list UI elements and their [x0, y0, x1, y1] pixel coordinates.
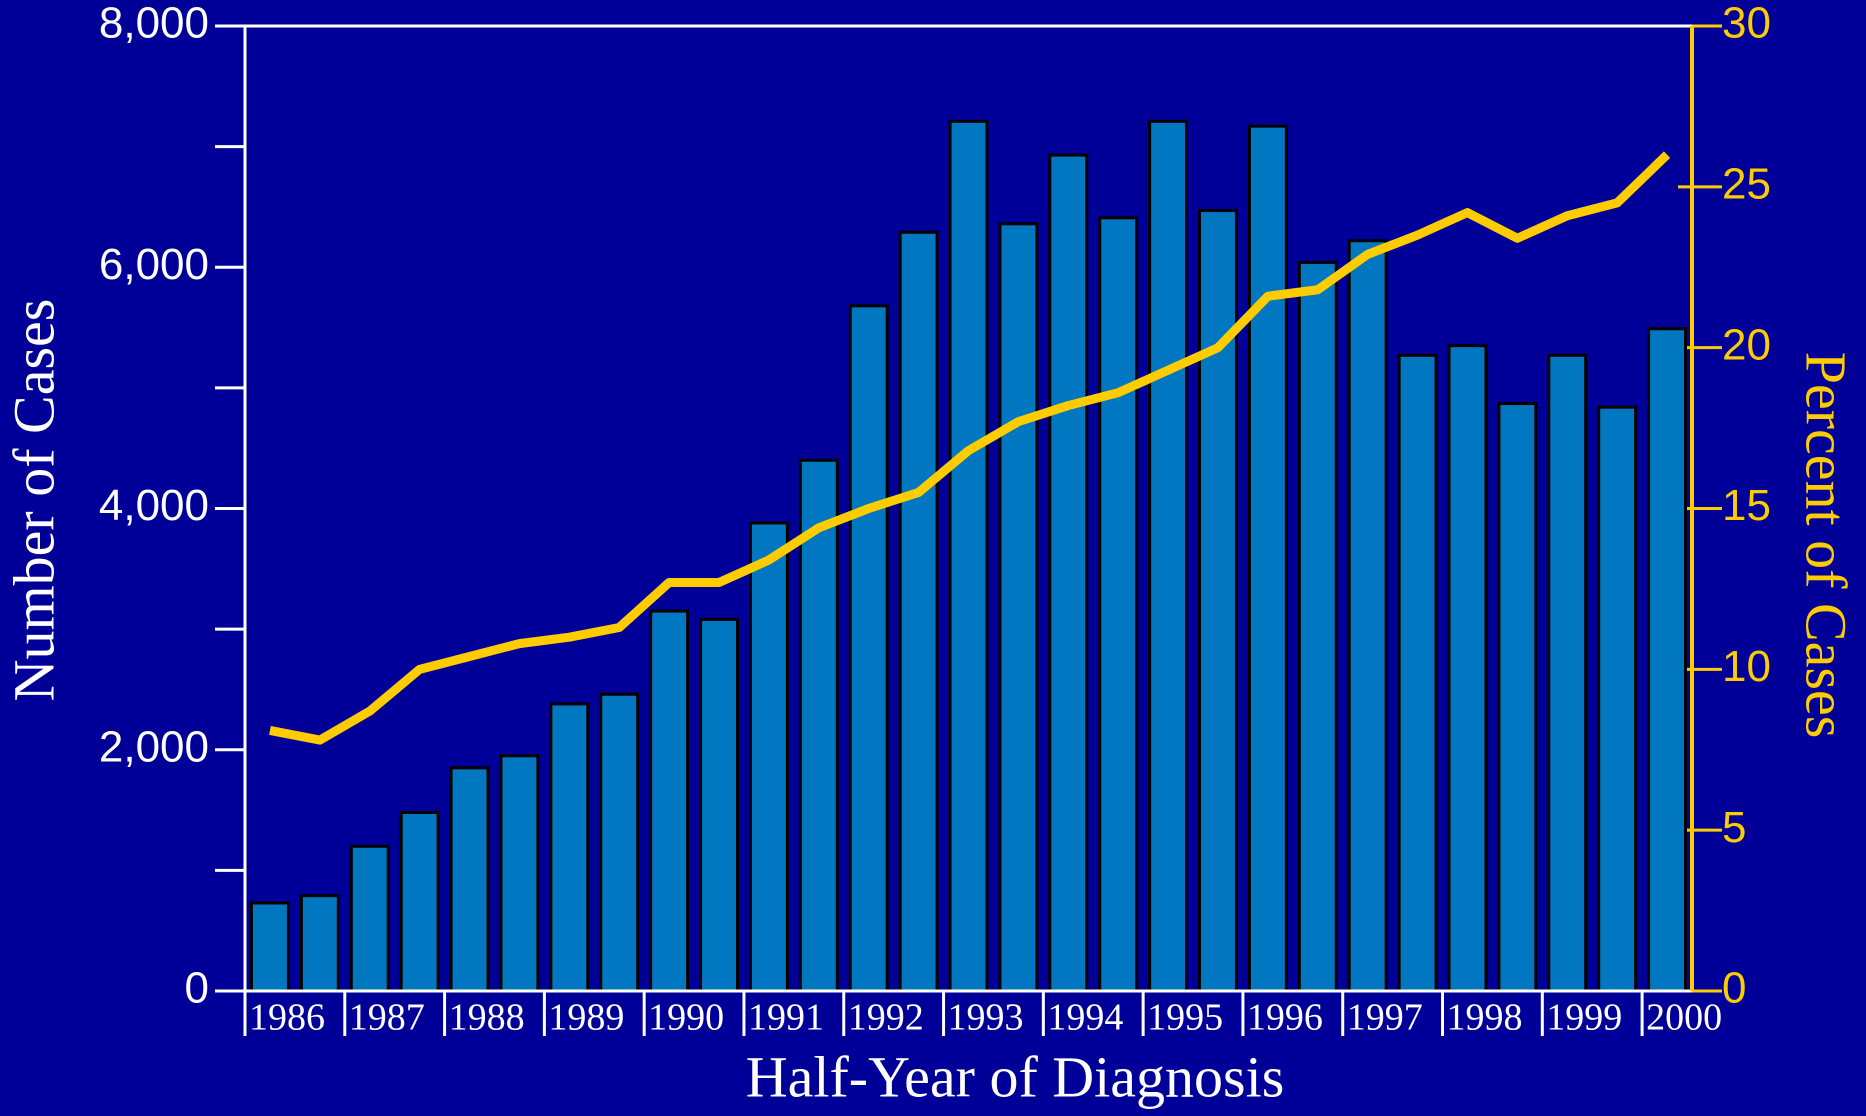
bar — [1347, 239, 1388, 993]
bar — [1148, 119, 1189, 993]
y-tick-label: 4,000 — [99, 481, 209, 530]
bar — [599, 692, 640, 993]
y2-tick-label: 25 — [1722, 159, 1771, 208]
bar — [1547, 353, 1588, 993]
y2-tick-label: 15 — [1722, 481, 1771, 530]
bar — [399, 810, 440, 993]
x-tick-label: 2000 — [1646, 997, 1722, 1039]
bar — [1647, 327, 1688, 993]
x-tick-label: 1994 — [1047, 997, 1123, 1039]
bar — [1198, 209, 1238, 993]
bar — [1297, 260, 1338, 993]
bar — [1497, 402, 1538, 993]
bar — [1397, 353, 1438, 993]
x-tick-label: 1991 — [748, 997, 824, 1039]
bar — [898, 230, 939, 993]
y2-tick-label: 10 — [1722, 642, 1771, 691]
bar — [848, 304, 889, 993]
bar — [649, 609, 690, 993]
bar — [1597, 405, 1638, 993]
bar — [699, 617, 739, 993]
x-axis-title: Half-Year of Diagnosis — [746, 1044, 1285, 1109]
x-tick-label: 1993 — [948, 997, 1024, 1039]
x-tick-label: 1990 — [648, 997, 724, 1039]
x-tick-label: 1987 — [349, 997, 425, 1039]
bar — [998, 222, 1039, 993]
x-tick-label: 1995 — [1147, 997, 1223, 1039]
y2-tick-label: 5 — [1722, 803, 1746, 852]
bar — [1098, 216, 1139, 993]
y-tick-label: 2,000 — [99, 722, 209, 771]
y2-tick-label: 20 — [1722, 320, 1771, 369]
line — [269, 151, 1671, 745]
bar — [249, 901, 290, 993]
y-tick-label: 0 — [185, 964, 209, 1013]
bar — [549, 702, 590, 993]
x-tick-label: 1986 — [249, 997, 325, 1039]
y2-tick-label: 30 — [1722, 0, 1771, 48]
y2-axis-title: Percent of Cases — [1794, 352, 1859, 739]
bar — [1048, 153, 1089, 993]
bar — [1447, 344, 1488, 993]
x-tick-label: 1999 — [1546, 997, 1622, 1039]
x-tick-label: 1988 — [449, 997, 525, 1039]
x-tick-label: 1998 — [1447, 997, 1523, 1039]
bar — [299, 894, 340, 993]
y2-tick-label: 0 — [1722, 964, 1746, 1013]
bar — [748, 521, 789, 993]
x-tick-label: 1996 — [1247, 997, 1323, 1039]
y-axis-title: Number of Cases — [1, 299, 66, 702]
bar — [1247, 124, 1288, 993]
x-tick-label: 1989 — [548, 997, 624, 1039]
y-tick-label: 6,000 — [99, 240, 209, 289]
bar — [499, 754, 540, 993]
x-tick-label: 1992 — [848, 997, 924, 1039]
bar — [349, 844, 390, 993]
y-tick-label: 8,000 — [99, 0, 209, 48]
bar — [948, 119, 989, 993]
bar — [449, 766, 490, 993]
x-tick-label: 1997 — [1347, 997, 1423, 1039]
